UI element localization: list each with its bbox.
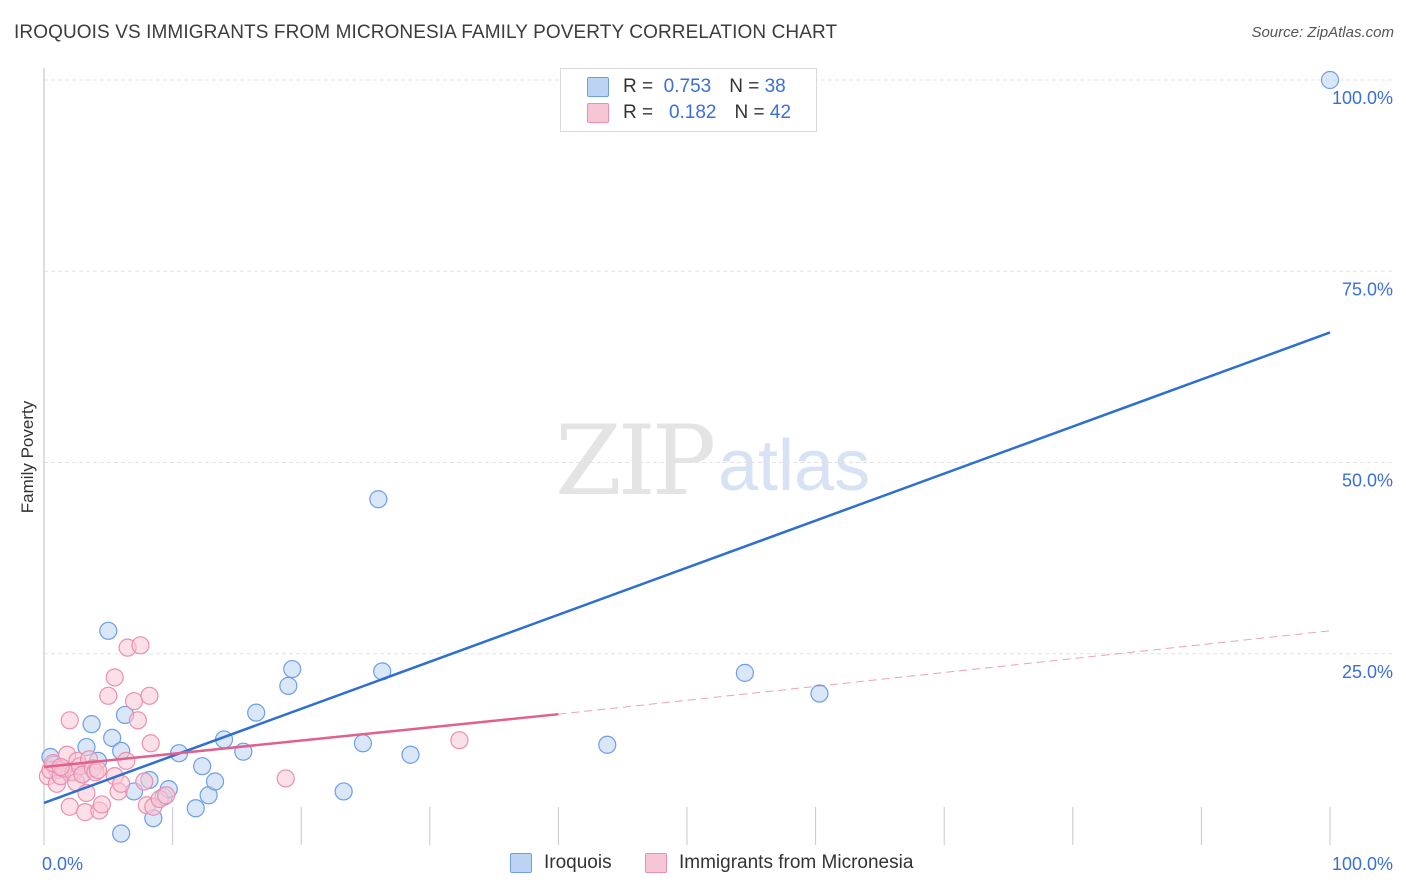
iroquois-point [186,799,205,818]
micronesia-point [99,686,118,705]
source-label: Source: ZipAtlas.com [1251,24,1394,41]
y-tick-label: 25.0% [1342,662,1393,682]
chart-title: IROQUOIS VS IMMIGRANTS FROM MICRONESIA F… [14,22,838,43]
bottom-legend-iroquois: Iroquois [510,852,612,874]
iroquois-point [1320,70,1340,90]
iroquois-trend-line [43,331,1331,805]
watermark-zip: ZIP [555,405,716,517]
iroquois-point [283,659,302,679]
micronesia-point [128,711,147,730]
watermark-atlas: atlas [718,426,871,506]
iroquois-point [99,621,118,640]
bottom-legend-swatch-pink [645,853,667,873]
iroquois-point [112,824,131,843]
y-tick-label: 75.0% [1342,279,1393,299]
legend-swatch-pink [587,103,609,123]
iroquois-point [205,772,225,791]
iroquois-point [82,715,101,734]
micronesia-trend-line [43,712,559,769]
iroquois-point [353,734,373,753]
micronesia-point [60,797,79,816]
bottom-legend-label: Immigrants from Micronesia [679,852,914,873]
iroquois-point [369,490,388,509]
iroquois-point [279,676,298,695]
legend-swatch-blue [587,77,609,97]
micronesia-point [124,692,144,711]
micronesia-point [140,686,159,705]
legend-row-micronesia: R = 0.182 N = 42 [587,101,791,125]
micronesia-point [88,760,108,780]
bottom-legend-label: Iroquois [544,852,612,873]
iroquois-point [193,757,212,776]
legend-r-label: R = [623,102,654,123]
iroquois-point [247,703,266,722]
legend-r-value: 0.753 [663,76,712,97]
micronesia-point [157,786,176,805]
micronesia-point [60,711,79,730]
legend-row-iroquois: R = 0.753 N = 38 [587,75,786,99]
micronesia-point [450,731,469,750]
iroquois-point [334,782,353,801]
iroquois-point [598,735,617,754]
bottom-legend-swatch-blue [510,853,532,873]
iroquois-point [401,745,420,764]
legend-r-label: R = [623,76,654,97]
micronesia-trend-line-extension [558,630,1331,715]
micronesia-point [141,734,160,753]
y-tick-label: 50.0% [1342,471,1393,491]
micronesia-point [117,751,136,770]
legend-n-value: 42 [769,102,792,123]
legend-n-value: 38 [764,76,786,97]
legend-r-value: 0.182 [668,102,717,123]
legend: R = 0.753 N = 38 R = 0.182 N = 42 [560,68,817,132]
legend-n-label: N = [729,76,760,97]
micronesia-point [92,795,111,814]
iroquois-point [735,663,754,682]
x-tick-label-left: 0.0% [42,854,83,874]
x-tick-label-right: 100.0% [1332,854,1393,874]
micronesia-point [276,769,295,788]
y-axis-label: Family Poverty [18,400,37,514]
micronesia-point [131,636,150,655]
legend-n-label: N = [734,102,765,123]
micronesia-point [135,772,154,791]
iroquois-point [810,684,829,703]
y-tick-label: 100.0% [1332,88,1393,108]
micronesia-point [105,668,124,687]
iroquois-point [103,728,122,748]
bottom-legend-micronesia: Immigrants from Micronesia [645,852,913,874]
